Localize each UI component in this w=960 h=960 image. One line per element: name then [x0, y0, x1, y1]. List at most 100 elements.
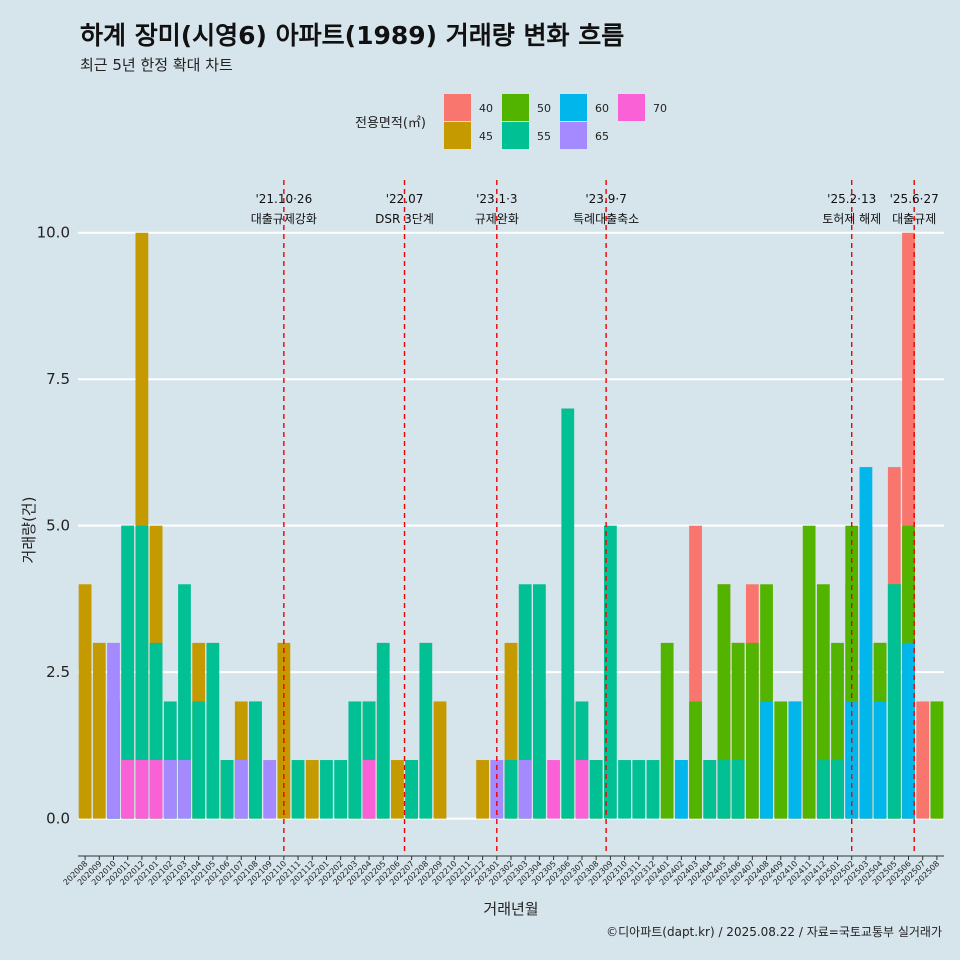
legend-swatch-40	[444, 94, 471, 121]
bar-202309-55	[603, 525, 617, 819]
bar-202303-65	[518, 760, 532, 819]
bar-202301-65	[490, 760, 504, 819]
x-axis-label: 거래년월	[483, 900, 538, 918]
bar-202503-60	[859, 467, 873, 819]
bar-202212-45	[476, 760, 489, 819]
bar-202406-55	[731, 760, 745, 819]
legend-label-50: 50	[537, 102, 551, 115]
event-date-label: '21.10·26	[255, 192, 312, 206]
y-tick-label: 0.0	[46, 810, 70, 828]
bar-202201-55	[320, 760, 333, 819]
event-name-label: 규제완화	[475, 212, 519, 226]
caption: ©디아파트(dapt.kr) / 2025.08.22 / 자료=국토교통부 실…	[606, 925, 942, 939]
bar-202304-55	[533, 584, 546, 819]
legend-title: 전용면적(㎡)	[355, 116, 426, 131]
bar-202011-55	[121, 525, 135, 819]
bar-202504-60	[873, 701, 887, 819]
bar-202410-60	[788, 701, 802, 819]
bar-202010-65	[107, 642, 120, 819]
bars	[78, 232, 944, 819]
legend-label-40: 40	[479, 102, 493, 115]
bar-202501-55	[831, 760, 844, 819]
bar-202412-55	[816, 760, 830, 819]
bar-202308-55	[589, 760, 603, 819]
bar-202505-55	[887, 584, 901, 819]
bar-202508-50	[930, 701, 944, 819]
x-axis: 2020082020092020102020112020122021012021…	[62, 855, 944, 887]
bar-202312-55	[646, 760, 660, 819]
event-date-label: '25.6·27	[890, 192, 939, 206]
bar-202008-45	[78, 584, 92, 819]
bar-202408-60	[760, 701, 773, 819]
bar-202404-55	[703, 760, 717, 819]
bar-202111-55	[291, 760, 305, 819]
bar-202112-45	[305, 760, 319, 819]
bar-202202-55	[334, 760, 348, 819]
bar-202103-65	[178, 760, 191, 819]
bar-202402-60	[674, 760, 688, 819]
bar-202405-55	[717, 760, 731, 819]
legend-label-65: 65	[595, 130, 609, 143]
bar-202302-55	[504, 760, 518, 819]
bar-202105-55	[206, 642, 220, 819]
bar-202109-65	[263, 760, 277, 819]
bar-202206-45	[391, 760, 404, 819]
legend-label-60: 60	[595, 102, 609, 115]
y-tick-label: 5.0	[46, 517, 70, 535]
y-tick-label: 7.5	[46, 370, 70, 388]
bar-202506-60	[902, 642, 915, 819]
bar-202310-55	[618, 760, 631, 819]
bar-202311-55	[632, 760, 646, 819]
bar-202102-65	[163, 760, 177, 819]
bar-202204-70	[362, 760, 376, 819]
y-tick-label: 2.5	[46, 663, 70, 681]
bar-202107-65	[234, 760, 248, 819]
bar-202403-50	[689, 701, 702, 819]
legend-swatch-55	[502, 122, 529, 149]
bar-202307-70	[575, 760, 589, 819]
bar-202203-55	[348, 701, 362, 819]
bar-202012-55	[135, 525, 149, 819]
event-date-label: '25.2·13	[827, 192, 876, 206]
y-tick-label: 10.0	[37, 224, 70, 242]
bar-202305-70	[547, 760, 560, 819]
bar-202507-40	[916, 701, 930, 819]
y-axis: 0.0 2.5 5.0 7.5 10.0	[37, 224, 70, 828]
legend-label-45: 45	[479, 130, 493, 143]
bar-202409-50	[774, 701, 788, 819]
bar-202208-55	[419, 642, 433, 819]
event-name-label: 특례대출축소	[573, 212, 639, 226]
event-name-label: 토허제 해제	[822, 212, 881, 226]
chart-subtitle: 최근 5년 한정 확대 차트	[80, 56, 233, 74]
legend-label-70: 70	[653, 102, 667, 115]
bar-202411-50	[802, 525, 816, 819]
legend-swatch-65	[560, 122, 587, 149]
legend-swatch-70	[618, 94, 645, 121]
bar-202104-55	[192, 701, 206, 819]
event-name-label: DSR 3단계	[375, 212, 434, 226]
bar-202207-55	[405, 760, 419, 819]
event-name-label: 대출규제강화	[251, 212, 317, 226]
bar-202011-70	[121, 760, 135, 819]
legend-swatch-60	[560, 94, 587, 121]
bar-202401-50	[660, 642, 674, 819]
event-date-label: '23.1·3	[476, 192, 517, 206]
bar-202106-55	[220, 760, 234, 819]
event-date-label: '22.07	[386, 192, 424, 206]
chart-title: 하계 장미(시영6) 아파트(1989) 거래량 변화 흐름	[80, 21, 624, 50]
legend: 전용면적(㎡) 40 45 50 55 60 65 70	[355, 94, 667, 149]
bar-202108-55	[249, 701, 262, 819]
legend-swatch-45	[444, 122, 471, 149]
legend-label-55: 55	[537, 130, 551, 143]
bar-202306-55	[561, 408, 575, 819]
legend-swatch-50	[502, 94, 529, 121]
event-markers: '21.10·26 대출규제강화 '22.07 DSR 3단계 '23.1·3 규제완화 '…	[251, 180, 939, 855]
bar-202101-70	[149, 760, 163, 819]
bar-202407-50	[745, 642, 759, 819]
y-axis-label: 거래량(건)	[20, 497, 38, 564]
bar-202209-45	[433, 701, 447, 819]
bar-202205-55	[376, 642, 390, 819]
bar-202009-45	[92, 642, 106, 819]
